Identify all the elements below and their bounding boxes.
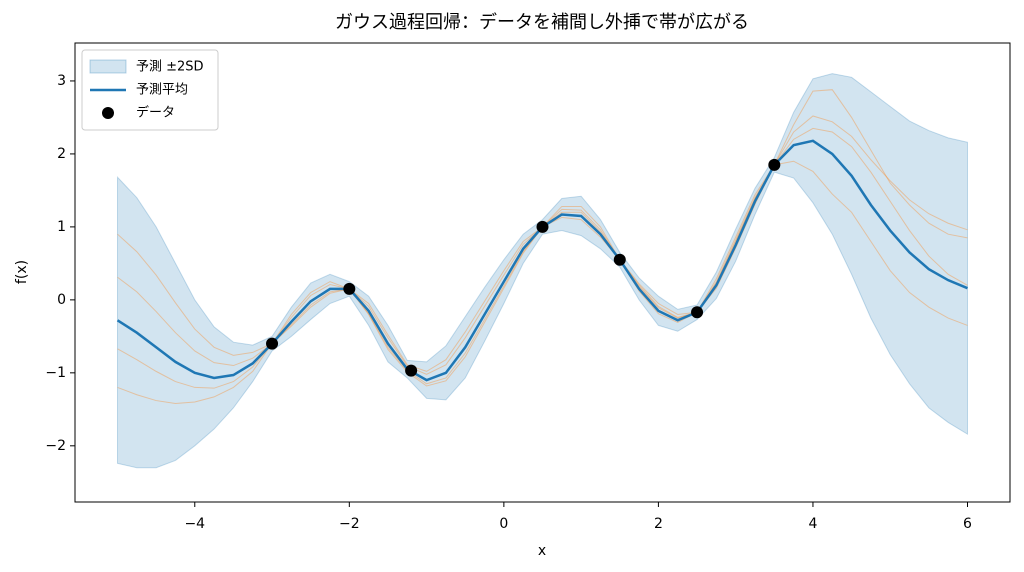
data-point (768, 158, 781, 171)
y-tick-label: 1 (57, 219, 66, 235)
legend-label: データ (136, 105, 175, 121)
x-tick-label: 6 (963, 516, 972, 532)
legend-swatch (89, 59, 127, 74)
y-tick-label: 0 (57, 292, 66, 308)
confidence-band (117, 73, 968, 469)
x-tick-label: 0 (499, 516, 508, 532)
legend-label: 予測 ±2SD (136, 60, 204, 75)
x-tick-label: 4 (808, 516, 817, 532)
data-point (536, 220, 549, 233)
y-tick-label: −2 (45, 438, 66, 454)
data-point (266, 337, 279, 350)
y-tick-label: −1 (45, 365, 66, 381)
chart-title: ガウス過程回帰：データを補間し外挿で帯が広がる (335, 12, 749, 33)
legend-swatch (102, 107, 114, 119)
data-point (405, 364, 418, 377)
plot-frame (74, 42, 1011, 503)
legend-label: 予測平均 (136, 83, 188, 98)
y-tick-label: 2 (57, 146, 66, 162)
legend-box (81, 49, 219, 131)
x-axis-label: x (538, 543, 546, 559)
data-point (691, 306, 704, 319)
x-tick-label: −4 (184, 516, 205, 532)
data-point (343, 282, 356, 295)
y-axis-label: f(x) (14, 260, 30, 284)
x-tick-label: 2 (654, 516, 663, 532)
x-tick-label: −2 (339, 516, 360, 532)
y-tick-label: 3 (57, 73, 66, 89)
data-point (613, 253, 626, 266)
